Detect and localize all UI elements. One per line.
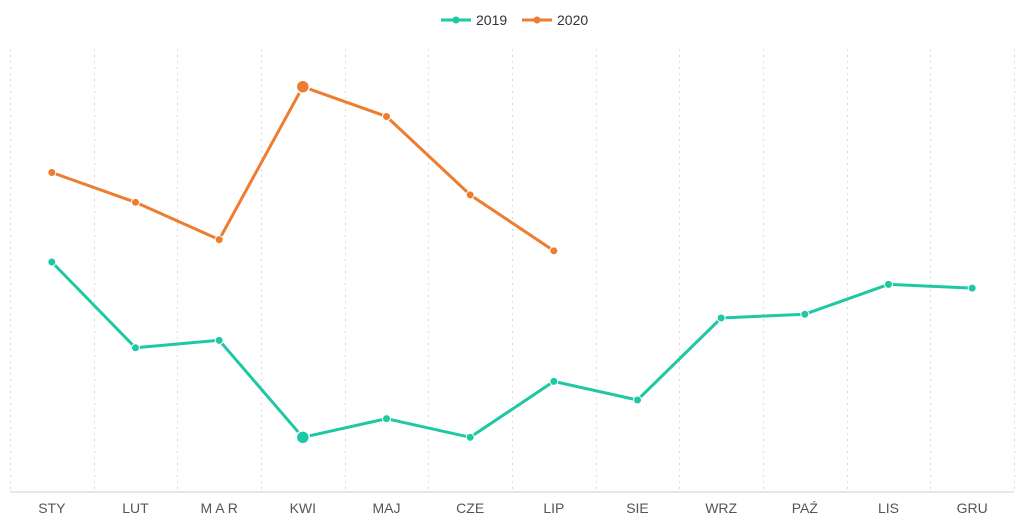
x-tick-label: M A R xyxy=(200,500,237,516)
data-point-2019 xyxy=(549,376,559,386)
x-tick-label: SIE xyxy=(626,500,649,516)
data-point-2020 xyxy=(549,246,559,256)
data-point-2020 xyxy=(295,79,311,94)
data-point-2019 xyxy=(967,283,977,293)
data-point-2019 xyxy=(465,432,475,442)
x-tick-label: WRZ xyxy=(705,500,737,516)
data-point-2019 xyxy=(214,335,224,345)
series-group xyxy=(47,79,977,445)
x-tick-label: CZE xyxy=(456,500,484,516)
x-tick-label: GRU xyxy=(957,500,988,516)
legend-item-2019[interactable]: 2019 xyxy=(441,12,507,28)
legend-label-2019: 2019 xyxy=(476,12,507,28)
legend: 2019 2020 xyxy=(441,12,588,28)
legend-marker-2019 xyxy=(452,16,460,24)
grid-lines xyxy=(10,49,1015,492)
legend-label-2020: 2020 xyxy=(557,12,588,28)
x-tick-label: PAŹ xyxy=(792,500,819,516)
data-point-2020 xyxy=(214,235,224,245)
x-tick-label: LIP xyxy=(543,500,564,516)
data-point-2020 xyxy=(131,197,140,207)
data-point-2019 xyxy=(800,309,810,319)
legend-item-2020[interactable]: 2020 xyxy=(522,12,588,28)
series-line-2020 xyxy=(51,85,555,253)
x-tick-label: LUT xyxy=(122,500,149,516)
x-tick-label: LIS xyxy=(878,500,899,516)
x-tick-label: STY xyxy=(38,500,66,516)
data-point-2019 xyxy=(884,279,893,289)
data-point-2019 xyxy=(295,430,311,445)
data-point-2019 xyxy=(633,395,642,405)
x-axis-ticks: STY LUT M A R KWI MAJ CZE LIP SIE WRZ PAŹ LIS GRU xyxy=(38,500,988,516)
data-point-2019 xyxy=(716,313,726,323)
data-point-2020 xyxy=(47,167,57,177)
data-point-2019 xyxy=(131,343,140,353)
data-point-2020 xyxy=(465,190,475,200)
data-point-2020 xyxy=(382,112,391,122)
data-point-2019 xyxy=(382,414,391,424)
legend-marker-2020 xyxy=(533,16,541,24)
series-line-2019 xyxy=(50,260,973,439)
x-tick-label: KWI xyxy=(290,500,316,516)
x-tick-label: MAJ xyxy=(373,500,401,516)
data-point-2019 xyxy=(47,257,57,267)
